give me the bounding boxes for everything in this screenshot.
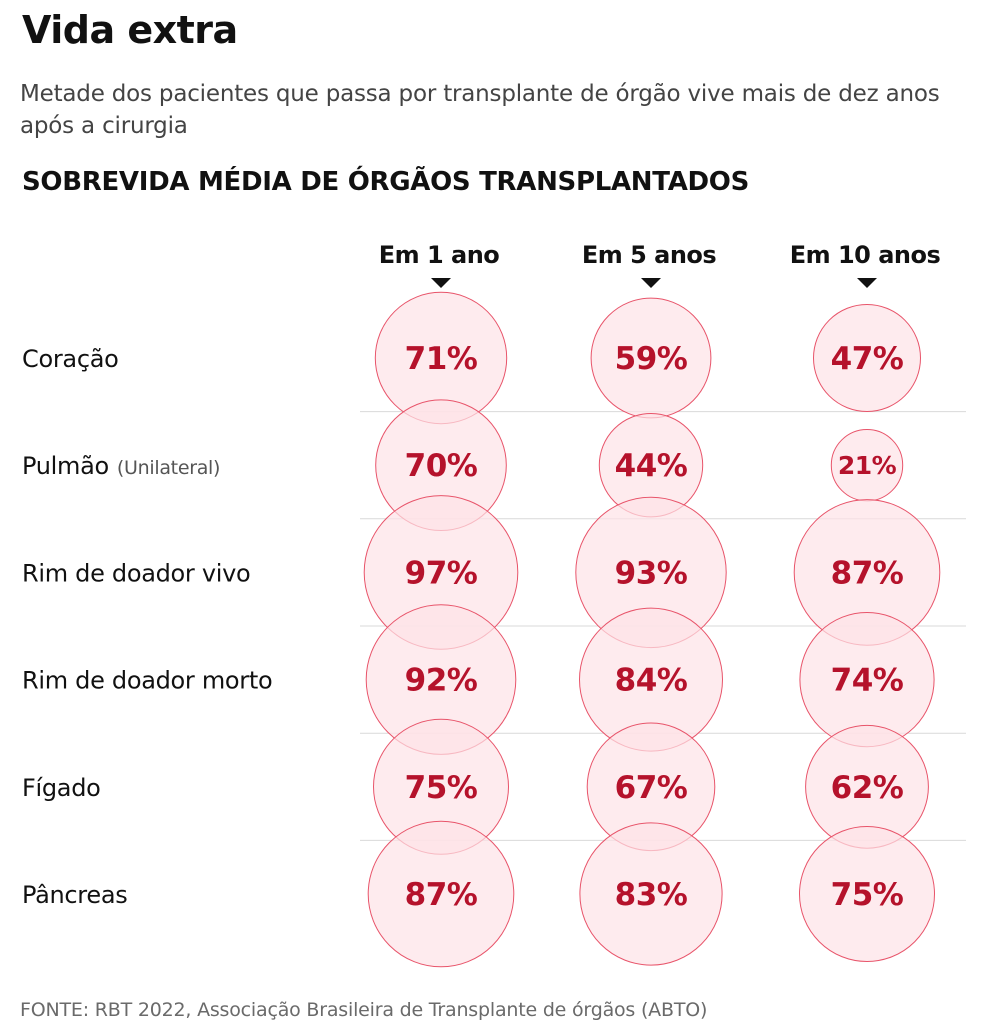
row-labels: Coração Pulmão (Unilateral) Rim de doador v… [22,345,273,909]
value-label: 75% [831,877,904,913]
value-label: 83% [615,877,688,913]
value-label: 21% [838,451,897,480]
row-label: Pulmão (Unilateral) [22,452,220,480]
value-label: 70% [405,448,478,484]
value-label: 67% [615,770,688,806]
bubble [799,826,935,962]
column-header: Em 1 ano [379,241,500,269]
source-note: FONTE: RBT 2022, Associação Brasileira d… [20,999,708,1021]
value-label: 75% [405,770,478,806]
value-label: 74% [831,663,904,699]
bubbles [363,291,941,968]
value-label: 92% [405,663,478,699]
value-label: 47% [831,341,904,377]
value-label: 84% [615,663,688,699]
column-arrow-icon [641,278,661,288]
value-label: 71% [405,341,478,377]
column-arrow-icon [857,278,877,288]
value-label: 87% [405,877,478,913]
bubble [367,820,515,968]
row-note: (Unilateral) [117,457,220,479]
bubble [813,304,921,412]
column-header: Em 5 anos [582,241,717,269]
column-headers: Em 1 ano Em 5 anos Em 10 anos [379,241,941,288]
value-label: 44% [615,448,688,484]
value-label: 62% [831,770,904,806]
column-header: Em 10 anos [790,241,941,269]
chart-subtitle: Metade dos pacientes que passa por trans… [20,81,940,139]
value-label: 97% [405,555,478,591]
value-label: 87% [831,555,904,591]
value-labels: 71% 59% 47% 70% 44% 21% 97% 93% 87% 92% 84% 74% 75% 6… [405,341,905,913]
section-heading: SOBREVIDA MÉDIA DE ÓRGÃOS TRANSPLANTADOS [22,167,750,197]
bubble-table-chart: Em 1 ano Em 5 anos Em 10 anos Coração Pulmã… [22,241,966,968]
bubble [579,822,723,966]
row-label: Coração [22,345,119,373]
chart-title: Vida extra [22,8,238,52]
row-label: Fígado [22,774,101,802]
value-label: 93% [615,555,688,591]
column-arrow-icon [431,278,451,288]
row-label: Rim de doador vivo [22,559,250,587]
value-label: 59% [615,341,688,377]
row-label: Rim de doador morto [22,667,272,695]
row-label: Pâncreas [22,881,127,909]
